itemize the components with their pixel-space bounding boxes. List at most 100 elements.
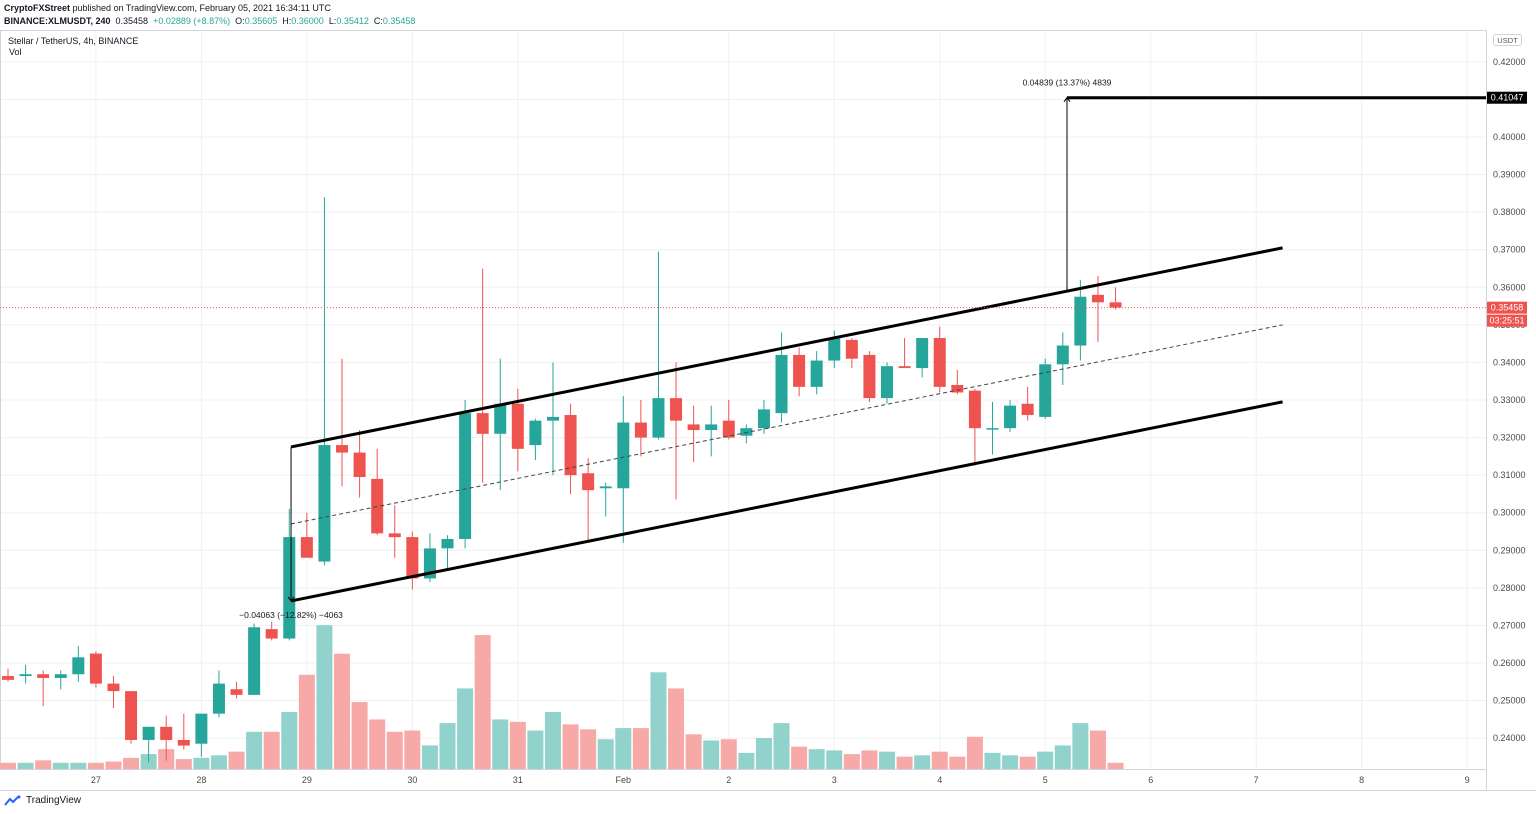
volume-bar: [439, 723, 456, 769]
volume-bar: [966, 736, 983, 769]
volume-bar: [1054, 745, 1071, 769]
candle-body: [968, 390, 981, 429]
tradingview-brand: TradingView: [26, 795, 82, 806]
candle-body: [37, 674, 50, 678]
x-tick-label: 6: [1148, 775, 1153, 785]
volume-bar: [984, 752, 1001, 769]
countdown-label: 03:25:51: [1489, 316, 1524, 326]
candle-body: [459, 413, 472, 539]
volume-bar: [281, 711, 298, 769]
y-tick-label: 0.27000: [1493, 620, 1526, 630]
publisher-name[interactable]: CryptoFXStreet: [4, 3, 71, 13]
volume-bar: [298, 674, 315, 769]
open-label: O:: [235, 16, 245, 26]
channel-median-line: [290, 324, 1283, 525]
volume-bar: [1089, 730, 1106, 769]
candle-body: [19, 674, 32, 677]
measure-down-arrow: [287, 596, 295, 602]
volume-bar: [615, 728, 632, 769]
high-label: H:: [282, 16, 292, 26]
time-axis[interactable]: 27 28 29 30 31 Feb 2 3 4 5 6 7 8 9: [91, 775, 1470, 785]
volume-bar: [123, 757, 140, 769]
volume-bar: [404, 730, 421, 769]
x-tick-label: 31: [513, 775, 523, 785]
target-price-badge: [1487, 91, 1527, 104]
volume-bar: [17, 762, 34, 769]
volume-bar: [263, 731, 280, 769]
tradingview-logo[interactable]: TradingView: [4, 795, 81, 806]
y-tick-label: 0.29000: [1493, 545, 1526, 555]
y-tick-label: 0.36000: [1493, 282, 1526, 292]
candle-body: [265, 629, 278, 639]
y-tick-label: 0.31000: [1493, 470, 1526, 480]
x-tick-label: 4: [937, 775, 942, 785]
candle-body: [1074, 296, 1087, 346]
y-tick-label: 0.42000: [1493, 57, 1526, 67]
candle-body: [582, 473, 595, 491]
candle-body: [318, 445, 331, 562]
candle-body: [494, 403, 507, 434]
y-tick-label: 0.37000: [1493, 245, 1526, 255]
volume-bar: [896, 756, 913, 769]
candle-body: [160, 726, 173, 740]
volume-bar: [228, 751, 245, 769]
volume-bar: [843, 754, 860, 769]
drawings[interactable]: −0.04063 (−12.82%) −4063 0.04839 (13.37%)…: [0, 78, 1486, 620]
volume-bar: [1037, 751, 1054, 769]
candle-body: [406, 537, 419, 579]
x-tick-label: 9: [1465, 775, 1470, 785]
y-tick-label: 0.25000: [1493, 696, 1526, 706]
candle-body: [283, 537, 296, 639]
candle-body: [371, 478, 384, 534]
volume-bar: [949, 756, 966, 769]
y-tick-label: 0.28000: [1493, 583, 1526, 593]
volume-bar: [738, 752, 755, 769]
candle-body: [722, 420, 735, 438]
volume-bar: [386, 731, 403, 769]
currency-badge[interactable]: [1493, 34, 1522, 46]
candle-body: [476, 413, 489, 434]
price-axis[interactable]: 0.420000.410000.400000.390000.380000.370…: [1487, 57, 1527, 743]
x-tick-label: 27: [91, 775, 101, 785]
candle-body: [634, 422, 647, 438]
candle-body: [810, 360, 823, 387]
candle-body: [1109, 302, 1122, 308]
volume-bar: [668, 688, 685, 769]
candle-body: [2, 676, 14, 680]
candle-body: [353, 452, 366, 478]
candle-body: [933, 338, 946, 387]
x-tick-label: Feb: [616, 775, 632, 785]
volume-bar: [1002, 755, 1019, 769]
candle-body: [951, 384, 964, 393]
symbol-label: BINANCE:XLMUSDT, 240: [4, 16, 111, 26]
volume-bar: [246, 731, 263, 769]
low-value: 0.35412: [336, 16, 369, 26]
volume-bar: [808, 749, 825, 769]
channel-upper-line: [290, 246, 1283, 449]
volume-bar: [1019, 756, 1036, 769]
volume-bar: [369, 719, 386, 769]
volume-bar: [879, 751, 895, 769]
candle-body: [212, 683, 225, 714]
candle-body: [881, 366, 893, 399]
candle-body: [248, 627, 261, 695]
candle-body: [599, 486, 612, 489]
candle-body: [195, 713, 208, 744]
volume-bar: [492, 719, 509, 769]
x-tick-label: 30: [407, 775, 417, 785]
candle-body: [757, 409, 770, 429]
volume-bar: [720, 739, 737, 769]
tradingview-icon: [4, 795, 21, 806]
volume-bar: [861, 750, 878, 769]
volume-legend-label: Vol: [9, 47, 22, 57]
candle-body: [441, 538, 454, 549]
volume-bar: [773, 723, 790, 769]
volume-bar: [1107, 762, 1124, 769]
measure-up-label: 0.04839 (13.37%) 4839: [1023, 78, 1112, 88]
volume-bar: [527, 730, 544, 769]
last-price-label: 0.35458: [1491, 303, 1524, 313]
volume-bar: [755, 738, 772, 769]
candle-body: [1056, 345, 1069, 365]
candle-body: [125, 691, 138, 740]
